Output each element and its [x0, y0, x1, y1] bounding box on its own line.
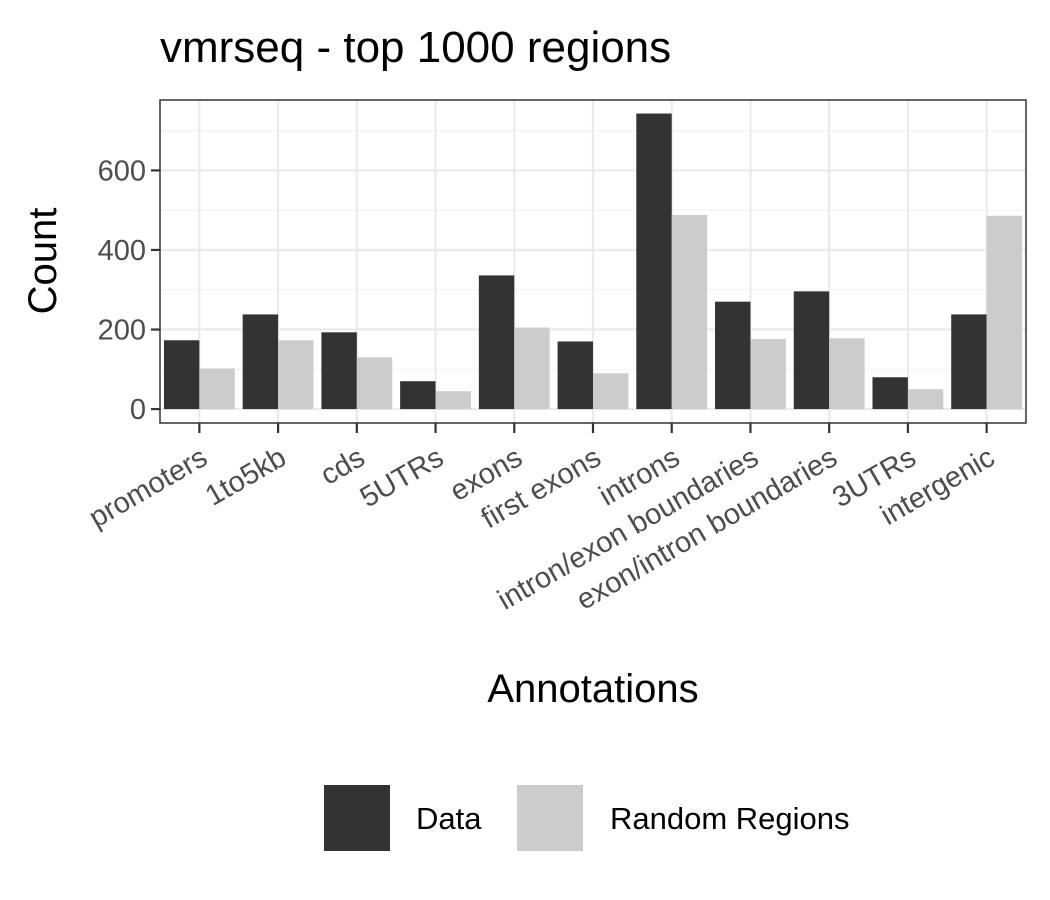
bar-data: [400, 381, 436, 410]
bar-data: [478, 275, 515, 410]
y-tick-label: 400: [98, 235, 146, 267]
y-axis: 0 200 400 600: [98, 155, 160, 426]
y-tick-label: 200: [98, 315, 146, 347]
bar-data: [557, 341, 593, 410]
bar-data: [872, 377, 908, 410]
legend: Data Random Regions: [324, 785, 850, 851]
legend-label: Data: [416, 801, 482, 836]
x-tick-label: promoters: [84, 441, 213, 534]
bar-data: [715, 301, 751, 410]
bar-random-regions: [750, 339, 786, 410]
bar-random-regions: [986, 215, 1023, 410]
x-axis-title: Annotations: [487, 667, 698, 711]
x-tick-label: 5UTRs: [355, 441, 449, 514]
bar-random-regions: [199, 368, 235, 410]
bar-data: [163, 340, 200, 410]
y-axis-title: Count: [21, 208, 65, 315]
legend-key-random-regions: [517, 785, 583, 851]
bar-data: [793, 291, 830, 410]
bar-data: [242, 314, 279, 410]
y-tick-label: 600: [98, 155, 146, 187]
bar-random-regions: [435, 391, 471, 410]
bar-data: [321, 332, 357, 410]
bar-random-regions: [514, 327, 550, 410]
bar-random-regions: [593, 373, 629, 410]
legend-label: Random Regions: [610, 801, 850, 836]
bar-random-regions: [356, 357, 393, 410]
bar-random-regions: [907, 389, 944, 410]
bar-data: [636, 113, 672, 410]
chart-title: vmrseq - top 1000 regions: [160, 23, 671, 72]
bars: [163, 113, 1023, 410]
y-tick-label: 0: [130, 394, 146, 426]
bar-random-regions: [278, 340, 314, 410]
x-tick-label: 1to5kb: [200, 441, 291, 512]
bar-random-regions: [829, 338, 865, 410]
bar-random-regions: [671, 214, 708, 410]
legend-key-data: [324, 785, 390, 851]
bar-data: [951, 314, 987, 410]
